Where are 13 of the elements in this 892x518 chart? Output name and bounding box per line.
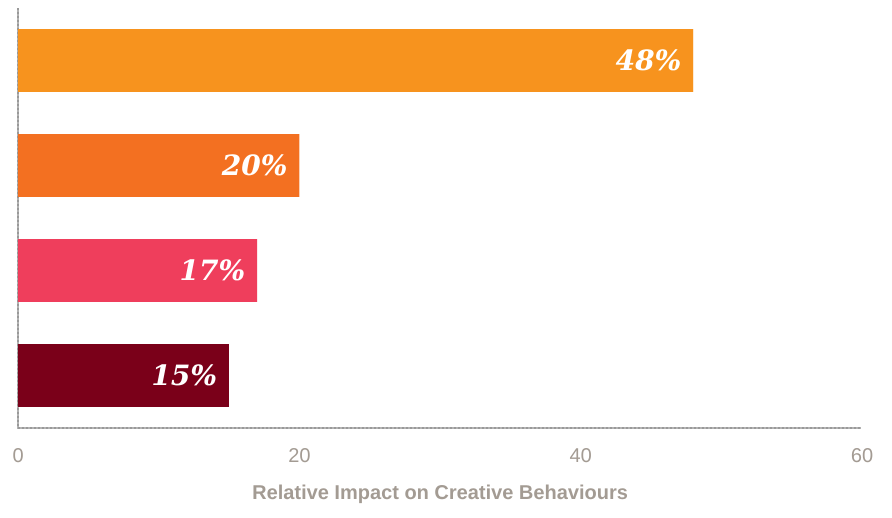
bar [18,344,229,407]
bar [18,29,694,92]
bar [18,134,300,197]
x-tick-label: 40 [570,445,592,467]
data-label: 20% [220,149,288,182]
data-label: 15% [151,359,217,392]
bar [18,239,258,302]
x-axis-title: Relative Impact on Creative Behaviours [252,482,628,504]
x-tick-label: 60 [850,445,874,467]
x-tick-label: 0 [12,445,24,467]
x-tick-label: 20 [288,445,310,467]
data-label: 48% [616,44,682,77]
data-label: 17% [180,254,246,287]
